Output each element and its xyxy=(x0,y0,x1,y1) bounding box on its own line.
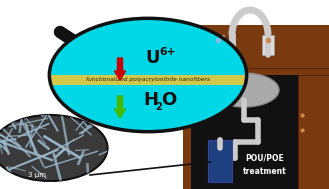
FancyArrow shape xyxy=(114,96,125,118)
Text: O: O xyxy=(161,91,176,109)
Bar xyxy=(191,75,298,189)
Text: U: U xyxy=(145,49,160,67)
Circle shape xyxy=(0,115,108,181)
Text: treatment: treatment xyxy=(243,167,287,176)
Bar xyxy=(183,25,329,189)
Bar xyxy=(178,68,329,78)
Ellipse shape xyxy=(209,73,279,107)
Text: 2: 2 xyxy=(155,102,162,112)
Bar xyxy=(212,35,224,55)
Bar xyxy=(298,75,329,189)
Circle shape xyxy=(49,18,247,132)
FancyArrow shape xyxy=(114,58,125,80)
Bar xyxy=(262,35,274,55)
Text: POU/POE: POU/POE xyxy=(246,153,284,163)
Bar xyxy=(208,140,232,182)
Text: functionalized polyacrylonitrile nanofibers: functionalized polyacrylonitrile nanofib… xyxy=(86,77,210,83)
Text: H: H xyxy=(143,91,158,109)
Text: 6+: 6+ xyxy=(159,47,176,57)
Bar xyxy=(49,75,247,85)
Text: 3 μm: 3 μm xyxy=(28,172,46,178)
